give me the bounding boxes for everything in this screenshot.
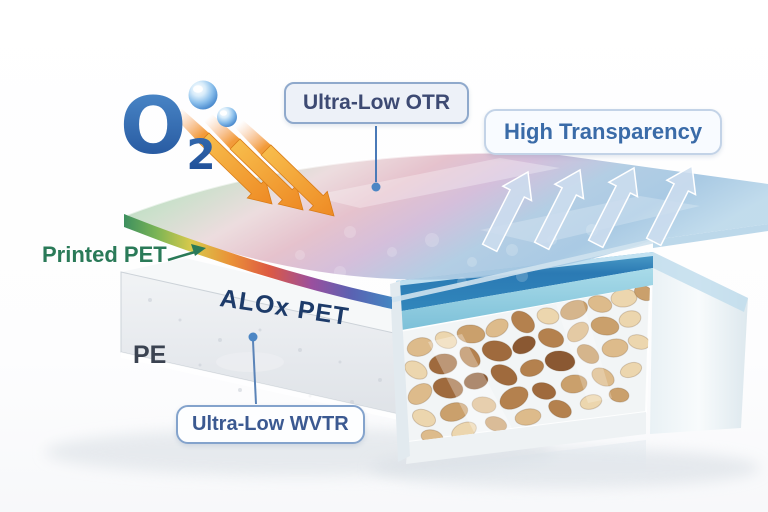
nuts-illustration (404, 285, 650, 442)
oxygen-bubbles-icon (188, 80, 237, 127)
package-reflection (406, 440, 646, 505)
printed-pet-layer-label: Printed PET (42, 242, 167, 267)
light-through-arrows-icon (481, 164, 697, 253)
ultra-low-wvtr-label: Ultra-Low WVTR (192, 413, 349, 435)
printed-pet-pointer-arrow (191, 244, 206, 256)
oxygen-barrier-arrows-icon (173, 107, 335, 217)
ultra-low-otr-callout: Ultra-Low OTR (284, 82, 469, 124)
printed-pet-rainbow-edge (124, 214, 392, 309)
wvtr-anchor-dot (248, 332, 258, 342)
film-seal-dark-band (396, 252, 653, 312)
otr-anchor-dot (371, 182, 381, 192)
callout-connectors (167, 126, 381, 405)
o2-letter: O (120, 82, 186, 172)
ultra-low-otr-label: Ultra-Low OTR (303, 91, 450, 114)
o2-subscript: 2 (186, 130, 215, 179)
high-transparency-label: High Transparency (504, 119, 703, 144)
high-transparency-callout: High Transparency (484, 109, 723, 155)
o2-symbol: O2 (120, 80, 237, 179)
nut-package (390, 252, 748, 505)
o2-text: O2 (120, 82, 216, 179)
pe-layer-label: PE (133, 341, 167, 369)
film-seal-light-band (396, 268, 653, 331)
ultra-low-wvtr-callout: Ultra-Low WVTR (176, 405, 365, 444)
